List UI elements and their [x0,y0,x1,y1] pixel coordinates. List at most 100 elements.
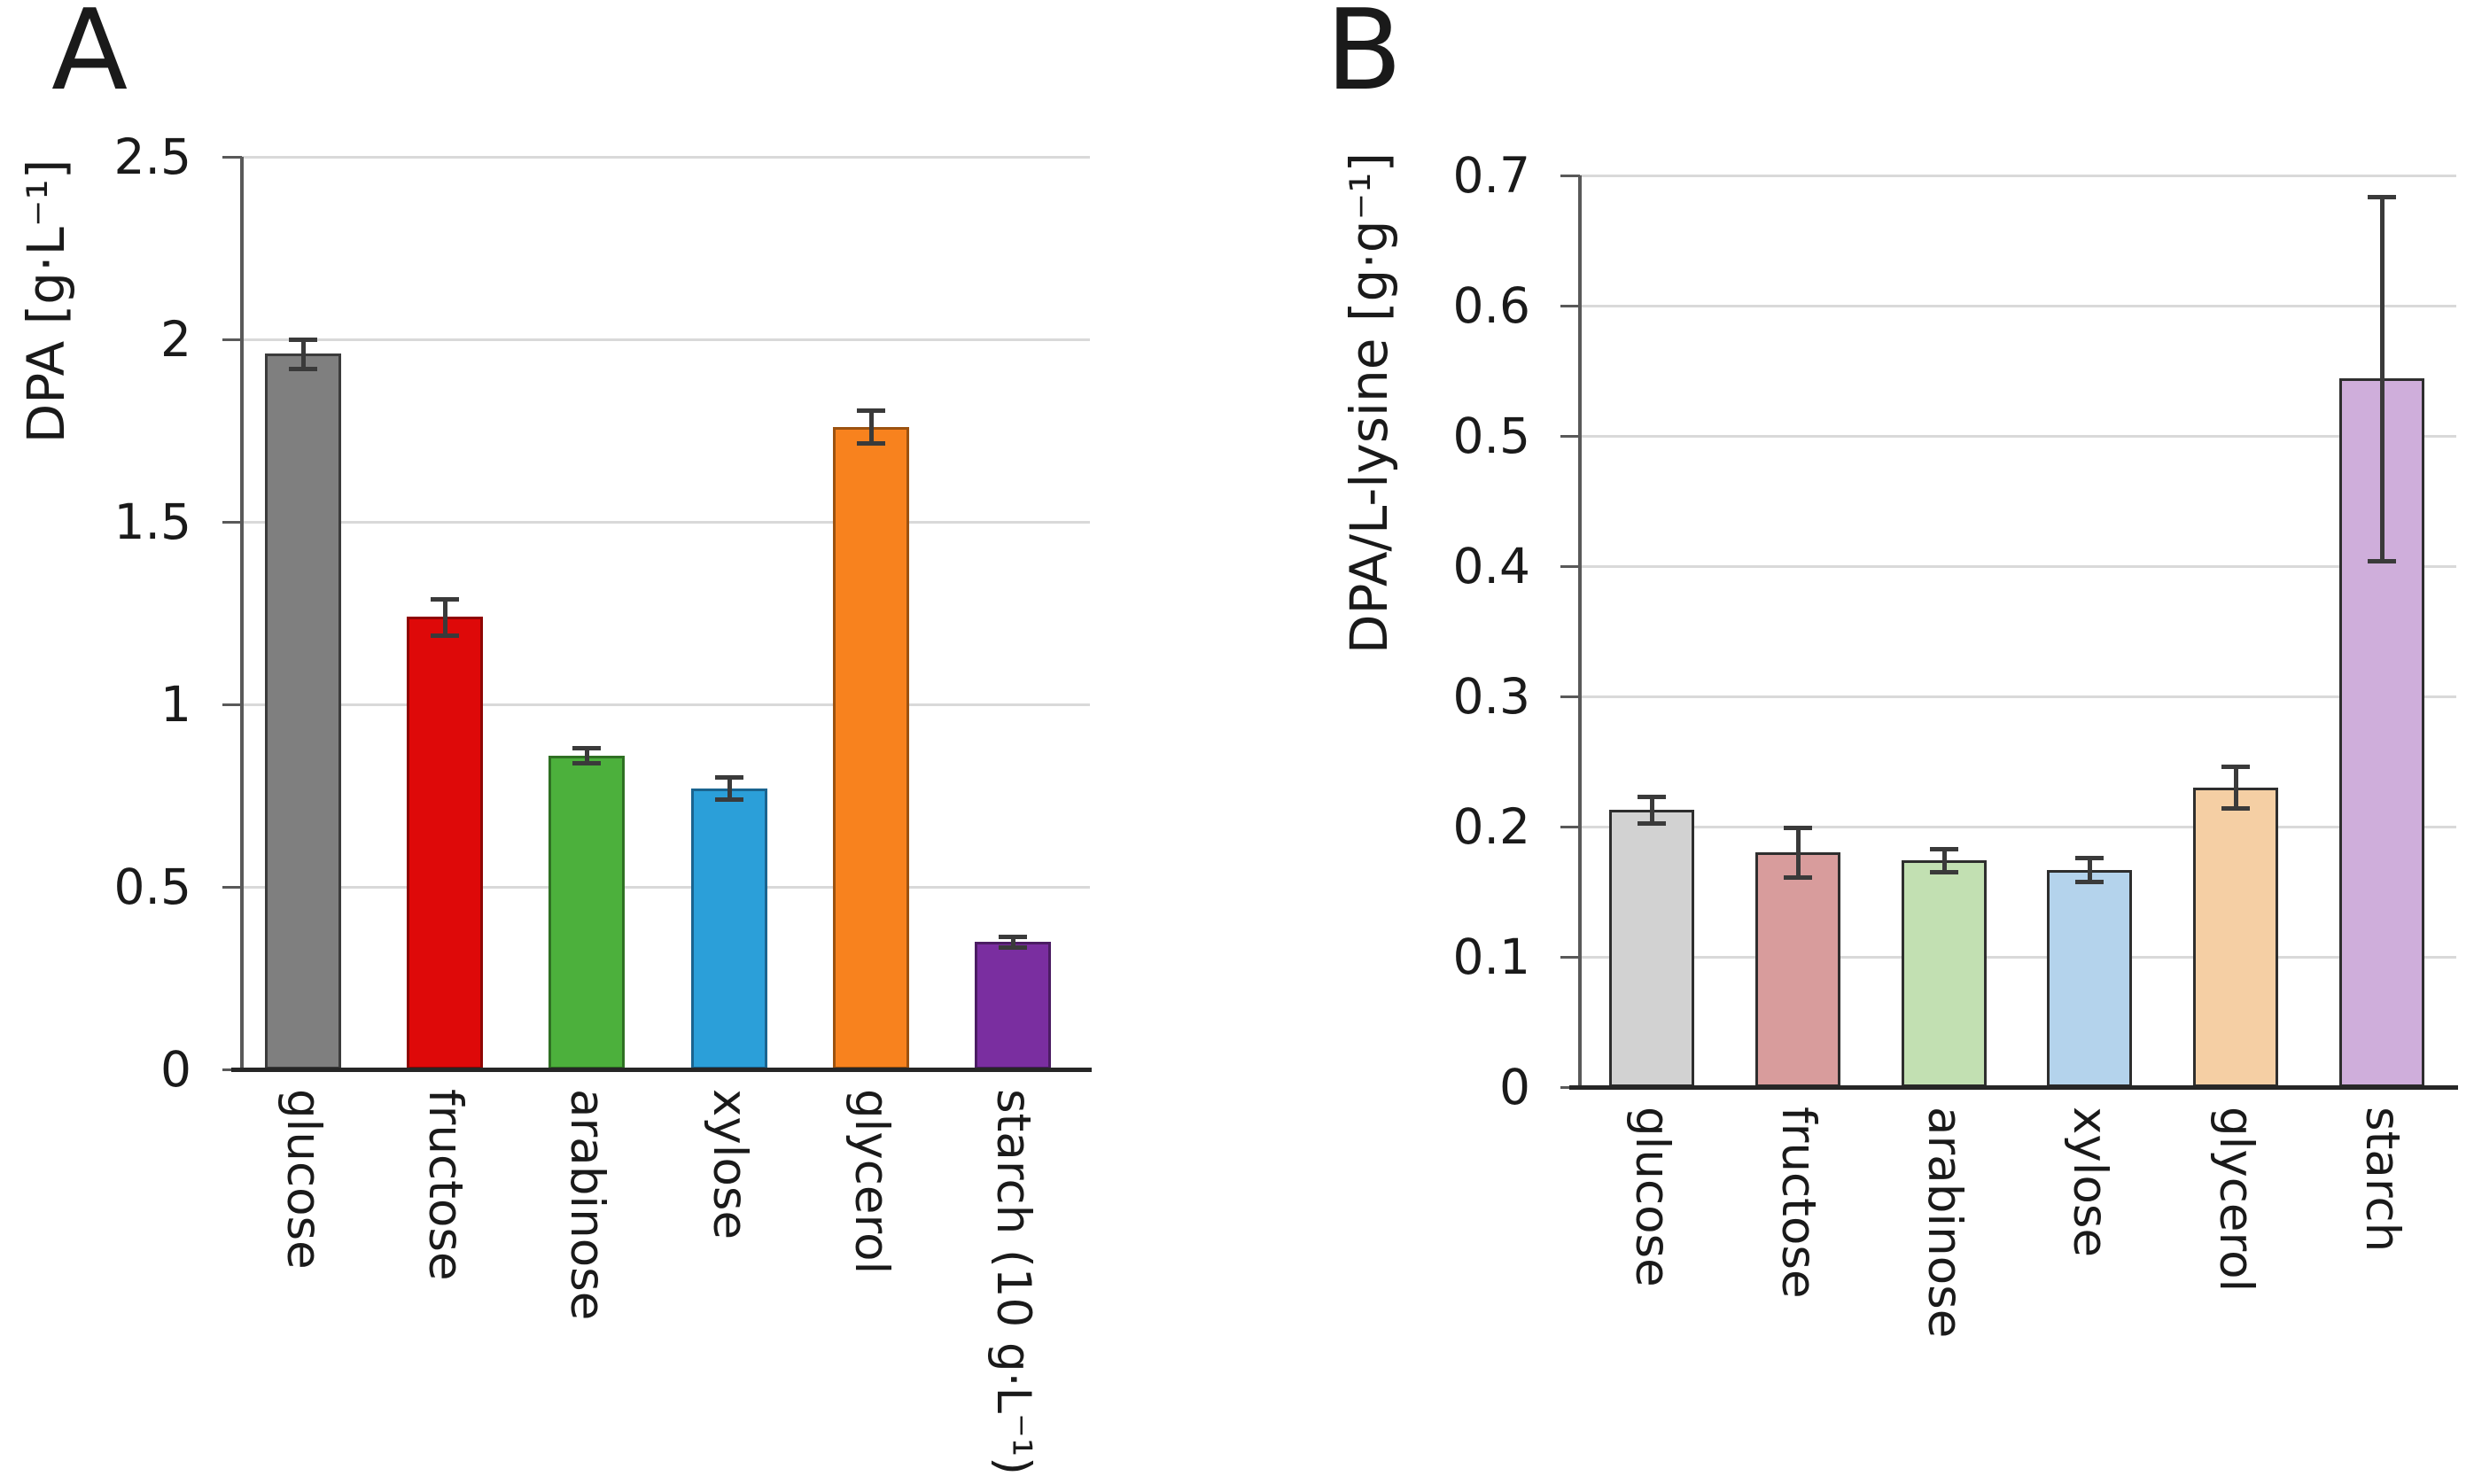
bar-fructose [407,617,484,1069]
error-bar-cap-top [999,934,1027,939]
gridline [242,338,1090,341]
y-axis-tick-label: 0.2 [1452,798,1530,855]
gridline [242,703,1090,706]
x-category-label: starch [2355,1107,2409,1253]
error-bar-cap-top [2368,194,2396,199]
y-axis-tick-label: 0 [160,1041,191,1098]
bar-arabinose [548,755,626,1069]
error-bar-cap-top [431,596,460,602]
x-category-label: fructose [418,1089,473,1281]
error-bar-glucose [1650,796,1654,823]
y-axis-tick-mark [222,338,242,341]
y-axis-tick-mark [1560,175,1580,177]
x-category-label: glycerol [2209,1107,2264,1293]
y-axis-tick-label: 0 [1499,1059,1530,1115]
y-axis-tick-mark [1560,435,1580,438]
y-axis-line [240,157,244,1069]
bar-fructose [1754,852,1840,1087]
error-bar-cap-top [2075,856,2104,861]
error-bar-cap-bottom [572,760,602,765]
error-bar-cap-bottom [2368,559,2396,564]
y-axis-tick-mark [1560,305,1580,307]
error-bar-cap-bottom [714,797,743,803]
error-bar-glycerol [2234,766,2239,809]
error-bar-glucose [301,339,306,369]
y-axis-tick-label: 0.3 [1452,668,1530,725]
x-category-label: arabinose [560,1089,615,1321]
bar-xylose [690,788,767,1069]
error-bar-arabinose [585,748,590,763]
error-bar-cap-bottom [1929,870,1958,875]
bar-glycerol [2193,787,2279,1087]
x-category-label: glucose [276,1089,331,1270]
error-bar-cap-top [289,338,317,342]
error-bar-cap-bottom [999,944,1027,950]
y-axis-tick-label: 0.1 [1452,928,1530,985]
error-bar-cap-top [2221,765,2251,770]
y-axis-tick-label: 0.7 [1452,147,1530,204]
y-axis-tick-label: 0.5 [1452,408,1530,464]
gridline [1580,305,2456,307]
error-bar-glycerol [868,410,874,444]
y-axis-tick-label: 0.4 [1452,538,1530,594]
bar-glucose [265,354,341,1069]
y-axis-tick-label: 2 [160,311,191,368]
bar-glucose [1609,809,1694,1087]
x-category-label: glycerol [844,1089,899,1275]
y-axis-tick-label: 2.5 [113,128,191,185]
gridline [1580,826,2456,828]
panel-a-y-axis-title: DPA [g·L⁻¹] [16,159,76,444]
y-axis-line [1578,175,1582,1087]
error-bar-xylose [2088,858,2093,882]
error-bar-cap-bottom [2075,879,2104,884]
error-bar-cap-top [572,746,602,751]
error-bar-starch [1011,936,1015,947]
gridline [242,886,1090,889]
error-bar-cap-bottom [289,366,317,371]
y-axis-tick-mark [222,156,242,159]
error-bar-arabinose [1941,848,1947,873]
y-axis-tick-mark [222,703,242,706]
error-bar-cap-top [1783,826,1812,831]
x-axis-line [231,1068,1092,1072]
y-axis-tick-mark [1560,956,1580,959]
y-axis-tick-label: 1.5 [113,493,191,550]
gridline [242,156,1090,159]
y-axis-tick-label: 1 [160,676,191,733]
bar-glycerol [832,426,909,1069]
x-category-label: arabinose [1917,1107,1972,1339]
error-bar-fructose [443,598,448,635]
gridline [1580,956,2456,959]
gridline [1580,695,2456,698]
x-category-label: starch (10 g·L⁻¹) [986,1089,1040,1475]
gridline [1580,435,2456,438]
panel-a-letter: A [51,0,128,115]
error-bar-starch [2380,196,2385,562]
y-axis-tick-mark [222,521,242,524]
y-axis-tick-mark [1560,565,1580,568]
error-bar-cap-top [856,408,885,414]
bar-xylose [2047,869,2133,1087]
x-axis-line [1569,1085,2458,1090]
error-bar-cap-bottom [856,441,885,447]
error-bar-cap-top [1929,846,1958,851]
x-category-label: xylose [2063,1107,2118,1258]
error-bar-cap-bottom [431,633,460,638]
x-category-label: xylose [702,1089,757,1240]
y-axis-tick-label: 0.6 [1452,277,1530,334]
error-bar-cap-bottom [1783,875,1812,881]
error-bar-fructose [1795,827,1801,878]
gridline [1580,175,2456,177]
gridline [1580,565,2456,568]
x-category-label: glucose [1625,1107,1679,1287]
bar-starch [975,941,1051,1069]
x-category-label: fructose [1770,1107,1825,1299]
error-bar-cap-top [714,775,743,781]
error-bar-xylose [727,777,732,800]
gridline [242,521,1090,524]
panel-b-letter: B [1326,0,1403,115]
error-bar-cap-top [1638,795,1666,800]
y-axis-tick-label: 0.5 [113,859,191,915]
y-axis-tick-mark [1560,695,1580,698]
